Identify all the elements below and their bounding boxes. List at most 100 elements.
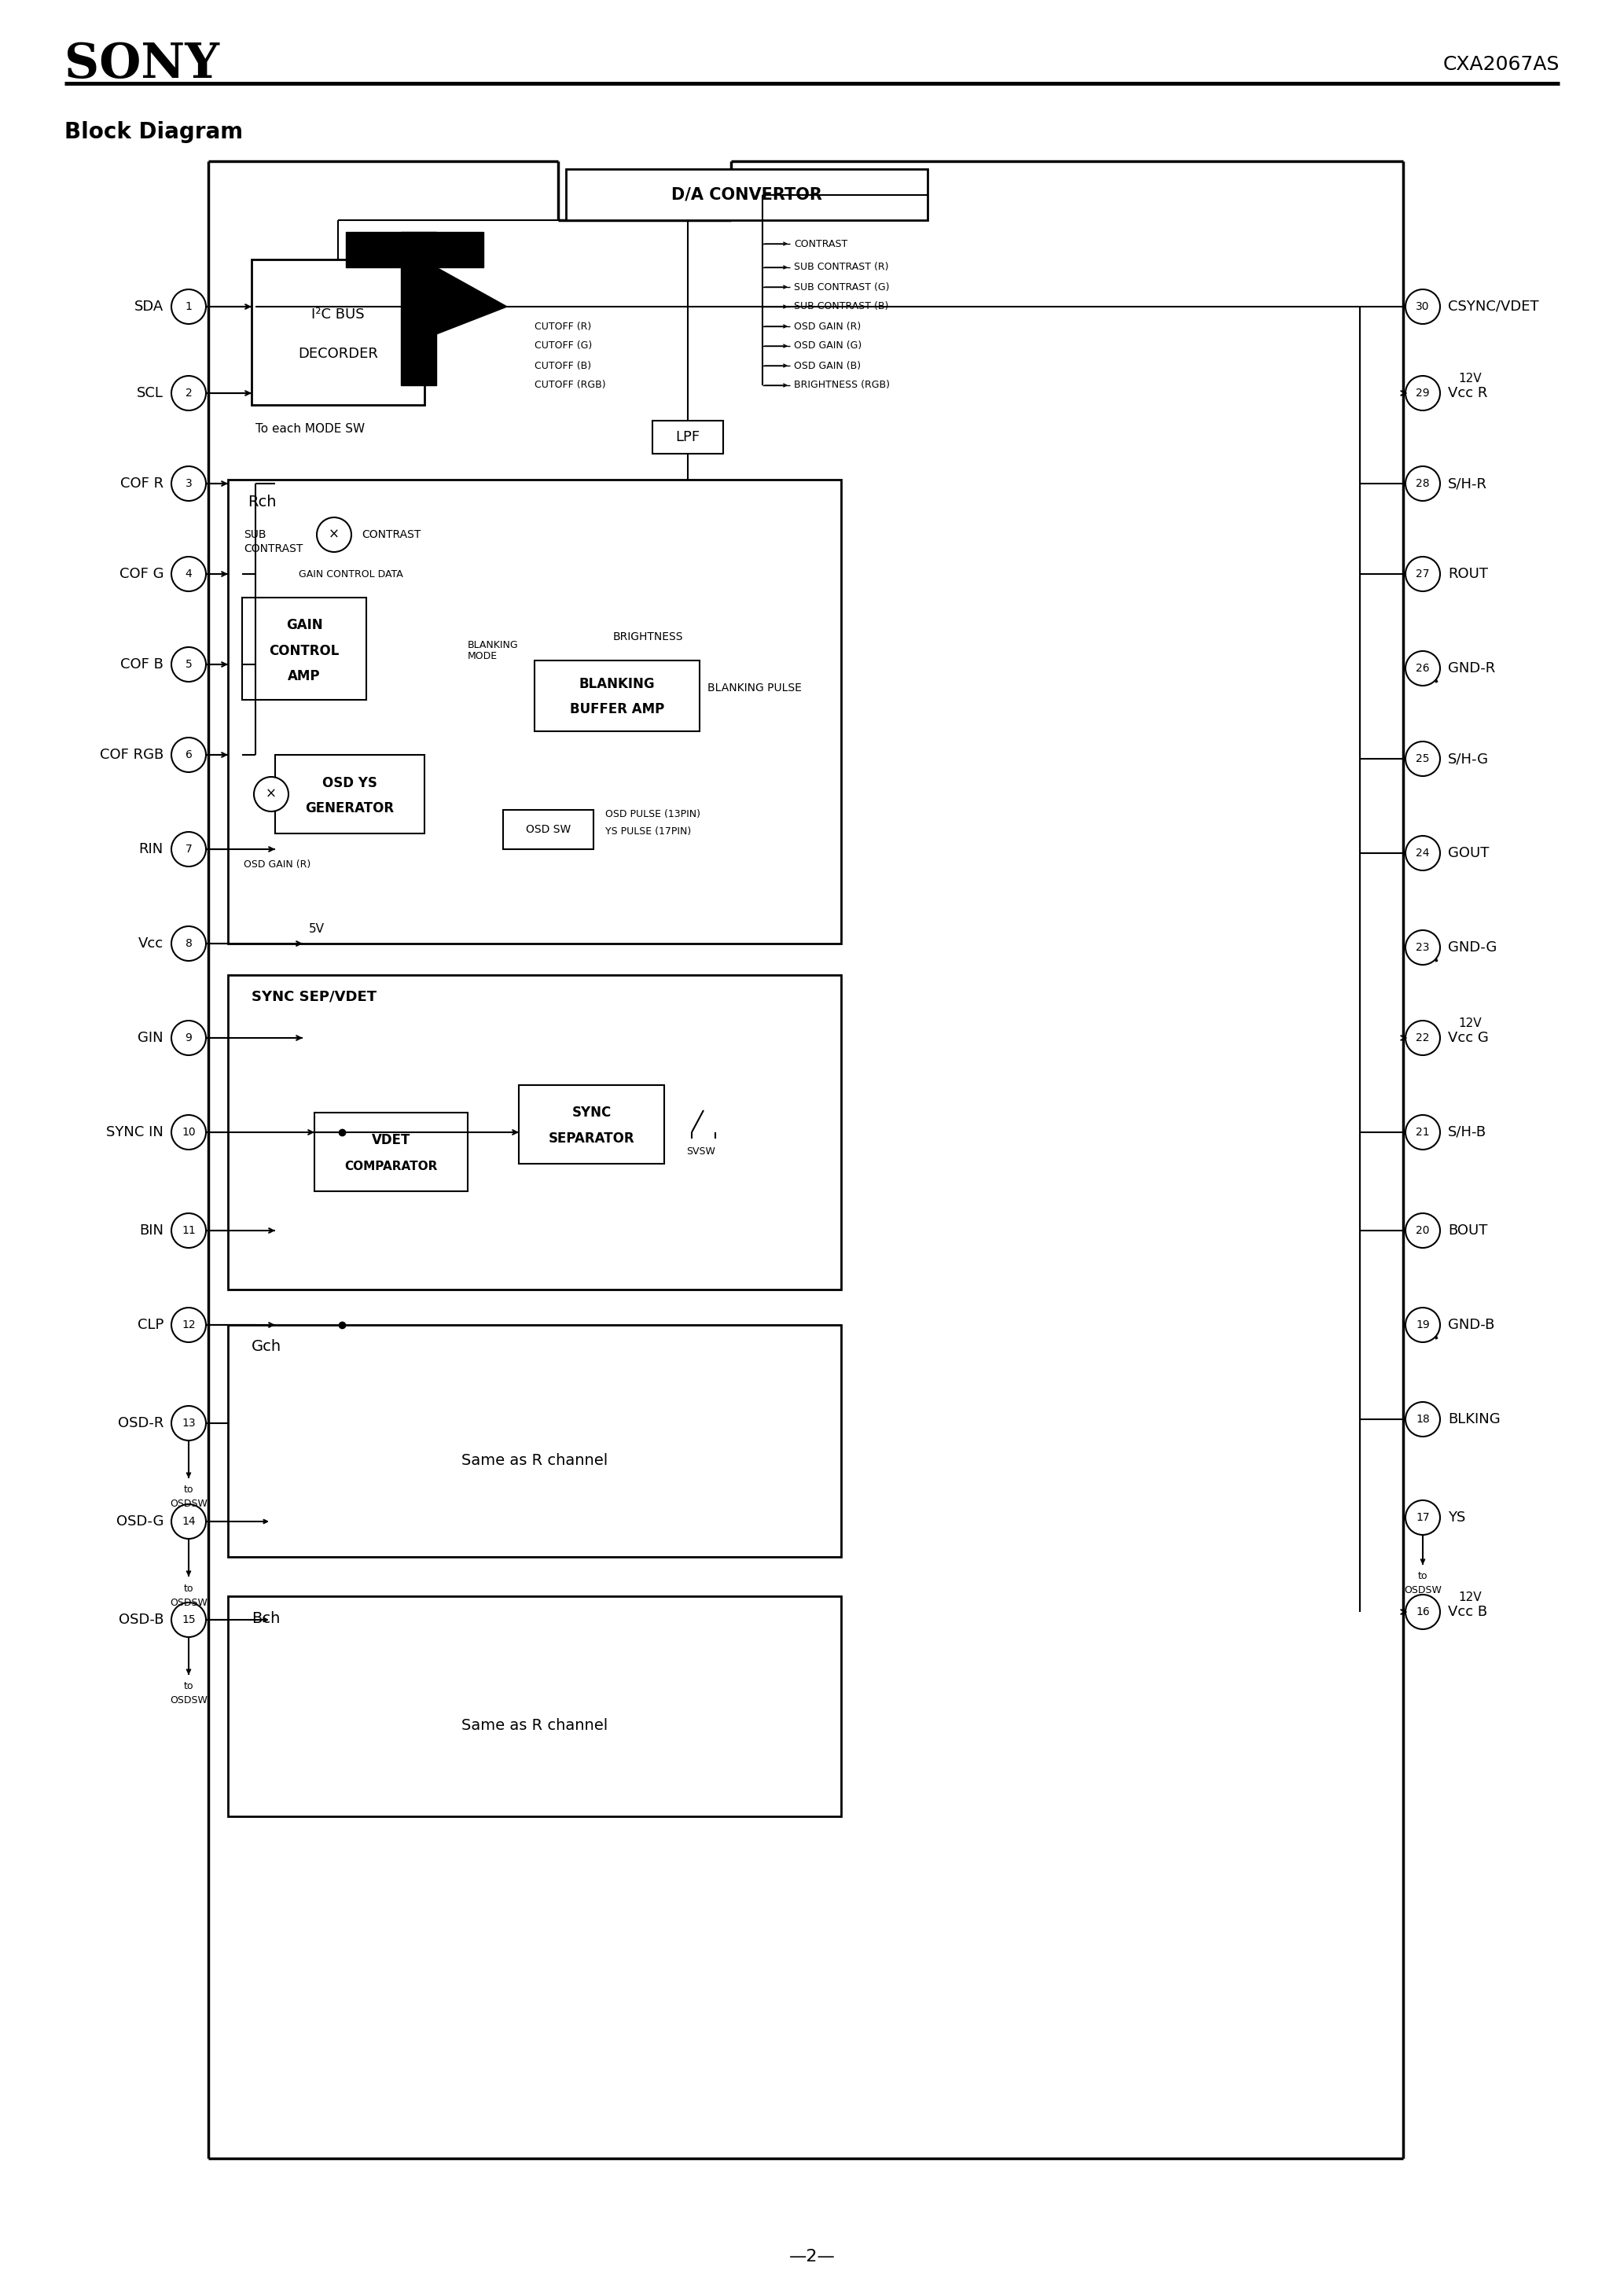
Text: S/H-R: S/H-R [1449, 478, 1488, 491]
Text: 23: 23 [1416, 941, 1429, 953]
Circle shape [172, 1504, 206, 1538]
Text: Vcc R: Vcc R [1449, 386, 1488, 400]
Bar [227, 1325, 841, 1557]
Text: BRIGHTNESS (RGB): BRIGHTNESS (RGB) [794, 381, 890, 390]
Circle shape [1405, 1499, 1440, 1534]
Circle shape [1405, 1116, 1440, 1150]
Bar [653, 420, 723, 455]
Text: CONTRAST: CONTRAST [794, 239, 848, 248]
Text: COF R: COF R [120, 478, 164, 491]
Text: OSD GAIN (B): OSD GAIN (B) [794, 360, 861, 370]
Text: 27: 27 [1416, 569, 1429, 579]
Circle shape [172, 831, 206, 866]
Text: BLANKING: BLANKING [580, 677, 654, 691]
Text: OSDSW: OSDSW [171, 1598, 208, 1607]
Bar [242, 597, 367, 700]
Text: BLKING: BLKING [1449, 1412, 1501, 1426]
Circle shape [172, 1022, 206, 1056]
Circle shape [172, 1405, 206, 1440]
Text: GND-B: GND-B [1449, 1318, 1494, 1332]
Text: SYNC SEP/VDET: SYNC SEP/VDET [252, 990, 377, 1003]
Text: SVSW: SVSW [687, 1146, 716, 1157]
Text: 11: 11 [182, 1226, 195, 1235]
Text: 16: 16 [1416, 1607, 1429, 1616]
Text: OSD-R: OSD-R [117, 1417, 164, 1430]
Polygon shape [437, 266, 507, 335]
Text: OSD YS: OSD YS [322, 776, 377, 790]
Text: SUB: SUB [244, 528, 266, 540]
Text: GAIN CONTROL DATA: GAIN CONTROL DATA [299, 569, 403, 579]
Text: OSD GAIN (R): OSD GAIN (R) [244, 859, 310, 870]
Bar [274, 755, 424, 833]
Text: SEPARATOR: SEPARATOR [549, 1132, 635, 1146]
Text: YS PULSE (17PIN): YS PULSE (17PIN) [606, 827, 692, 838]
Text: 9: 9 [185, 1033, 192, 1042]
Text: 7: 7 [185, 843, 192, 854]
Text: Rch: Rch [247, 494, 276, 510]
Text: OSD-B: OSD-B [119, 1612, 164, 1628]
Circle shape [1405, 930, 1440, 964]
Text: OSD PULSE (13PIN): OSD PULSE (13PIN) [606, 808, 700, 820]
Text: 13: 13 [182, 1417, 195, 1428]
Text: 14: 14 [182, 1515, 195, 1527]
Text: Same as R channel: Same as R channel [461, 1717, 607, 1733]
Text: 3: 3 [185, 478, 192, 489]
Text: 19: 19 [1416, 1320, 1429, 1329]
Circle shape [172, 1116, 206, 1150]
Text: Bch: Bch [252, 1612, 279, 1626]
Circle shape [1405, 289, 1440, 324]
Text: 12V: 12V [1458, 1591, 1481, 1603]
Text: CONTRAST: CONTRAST [362, 528, 421, 540]
Text: ROUT: ROUT [1449, 567, 1488, 581]
Circle shape [1405, 742, 1440, 776]
Polygon shape [401, 232, 437, 386]
Text: Vcc B: Vcc B [1449, 1605, 1488, 1619]
Text: COMPARATOR: COMPARATOR [344, 1159, 437, 1171]
Circle shape [1405, 1596, 1440, 1630]
Bar [252, 259, 424, 404]
Text: BLANKING PULSE: BLANKING PULSE [708, 682, 802, 693]
Text: 24: 24 [1416, 847, 1429, 859]
Bar [227, 976, 841, 1290]
Text: 12V: 12V [1458, 1017, 1481, 1029]
Text: LPF: LPF [676, 429, 700, 443]
Bar [227, 480, 841, 944]
Text: CSYNC/VDET: CSYNC/VDET [1449, 298, 1540, 315]
Circle shape [172, 737, 206, 771]
Text: OSD-G: OSD-G [115, 1515, 164, 1529]
Text: 30: 30 [1416, 301, 1429, 312]
Circle shape [172, 925, 206, 960]
Text: OSDSW: OSDSW [171, 1499, 208, 1508]
Text: BUFFER AMP: BUFFER AMP [570, 703, 664, 716]
Text: 10: 10 [182, 1127, 195, 1139]
Text: Vcc G: Vcc G [1449, 1031, 1489, 1045]
Text: GOUT: GOUT [1449, 845, 1489, 861]
Text: 29: 29 [1416, 388, 1429, 400]
Text: ×: × [328, 528, 339, 542]
Bar [315, 1114, 468, 1192]
Circle shape [172, 1603, 206, 1637]
Text: BLANKING: BLANKING [468, 641, 518, 650]
Text: ×: × [266, 788, 276, 801]
Circle shape [172, 1212, 206, 1247]
Text: S/H-G: S/H-G [1449, 751, 1489, 767]
Text: GENERATOR: GENERATOR [305, 801, 395, 815]
Text: to: to [184, 1584, 193, 1593]
Text: RIN: RIN [140, 843, 164, 856]
Text: CLP: CLP [138, 1318, 164, 1332]
Text: —2—: —2— [789, 2248, 835, 2264]
Text: CUTOFF (B): CUTOFF (B) [534, 360, 591, 370]
Text: 22: 22 [1416, 1033, 1429, 1042]
Text: SCL: SCL [136, 386, 164, 400]
Text: GND-R: GND-R [1449, 661, 1496, 675]
Circle shape [172, 289, 206, 324]
Circle shape [1405, 1403, 1440, 1437]
Text: VDET: VDET [372, 1132, 411, 1148]
Text: OSDSW: OSDSW [1405, 1587, 1442, 1596]
Text: CUTOFF (RGB): CUTOFF (RGB) [534, 381, 606, 390]
Circle shape [1405, 466, 1440, 501]
Text: GND-G: GND-G [1449, 941, 1497, 955]
Text: GIN: GIN [138, 1031, 164, 1045]
Bar [227, 1596, 841, 1816]
Circle shape [1405, 1022, 1440, 1056]
